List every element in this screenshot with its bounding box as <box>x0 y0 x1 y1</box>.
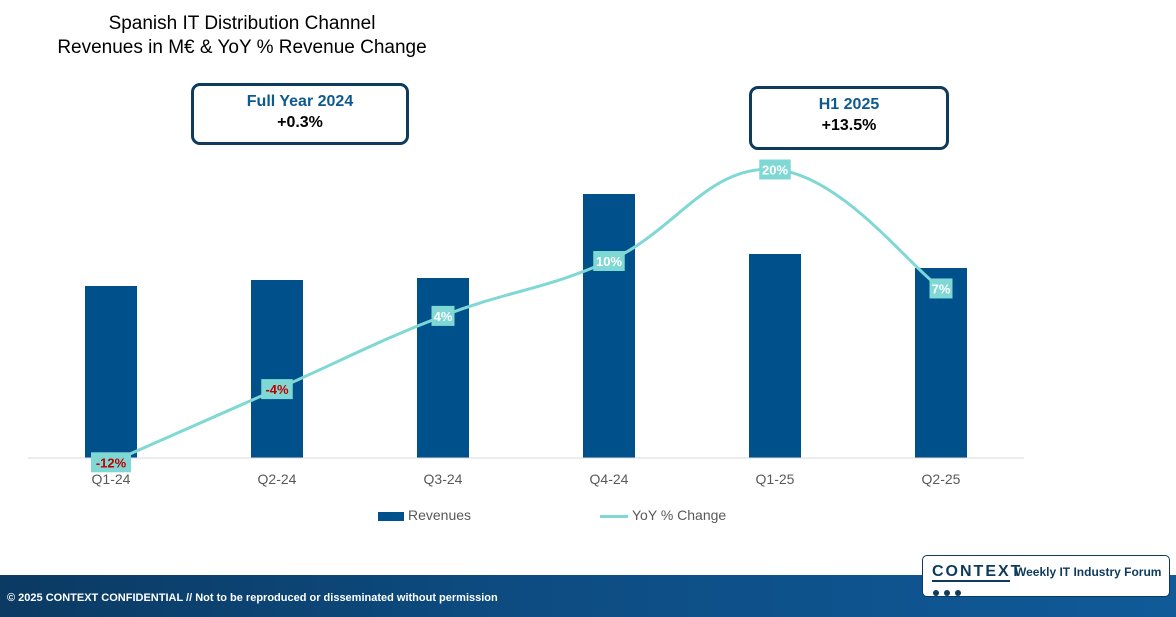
logo-dots-icon <box>933 583 966 601</box>
yoy-data-label: 20% <box>762 163 788 178</box>
legend-item-yoy: YoY % Change <box>600 507 726 523</box>
logo-underline <box>932 580 1010 582</box>
callout-title: H1 2025 <box>818 96 880 113</box>
callout-title: Full Year 2024 <box>246 93 354 110</box>
x-tick-label: Q4-24 <box>590 471 629 487</box>
yoy-data-label: 7% <box>932 281 951 296</box>
callout-value: +0.3% <box>277 114 323 131</box>
yoy-data-label: -4% <box>265 382 289 397</box>
revenue-bar <box>583 194 635 458</box>
revenue-bar <box>749 254 801 458</box>
callout-full-year-2024: Full Year 2024 +0.3% <box>191 83 409 145</box>
callout-h1-2025: H1 2025 +13.5% <box>749 86 949 150</box>
yoy-label-box <box>261 379 293 400</box>
revenue-bar <box>915 268 967 458</box>
title-line-1: Spanish IT Distribution Channel <box>108 13 376 34</box>
legend-label: YoY % Change <box>632 507 727 523</box>
legend-swatch-line <box>600 514 628 518</box>
x-tick-label: Q2-24 <box>258 471 297 487</box>
revenue-bar <box>417 278 469 458</box>
yoy-label-box <box>929 278 953 299</box>
logo-tagline: Weekly IT Industry Forum <box>1015 565 1162 579</box>
chart-title: Spanish IT Distribution Channel Revenues… <box>40 12 444 60</box>
yoy-label-box <box>759 159 791 180</box>
yoy-data-label: -12% <box>96 455 127 470</box>
legend-swatch-bar <box>378 511 404 521</box>
legend-label: Revenues <box>408 507 472 523</box>
chart-canvas: Q1-24 Q2-24 Q3-24 Q4-24 Q1-25 Q2-25 -12% -4% 4% 1… <box>28 159 1024 487</box>
revenue-bar <box>251 280 303 458</box>
yoy-data-label: 4% <box>434 309 453 324</box>
x-tick-label: Q1-24 <box>92 471 131 487</box>
x-tick-label: Q3-24 <box>424 471 463 487</box>
yoy-data-label: 10% <box>596 254 622 269</box>
title-line-2: Revenues in M€ & YoY % Revenue Change <box>57 37 427 58</box>
yoy-label-box <box>431 305 455 326</box>
context-logo: CONTEXT Weekly IT Industry Forum <box>922 555 1170 597</box>
legend-item-revenues: Revenues <box>378 507 471 523</box>
yoy-label-box <box>593 251 625 271</box>
logo-wordmark: CONTEXT <box>932 563 1023 580</box>
callout-value: +13.5% <box>821 117 877 134</box>
confidentiality-notice: © 2025 CONTEXT CONFIDENTIAL // Not to be… <box>7 592 498 604</box>
yoy-line <box>110 167 942 464</box>
x-tick-label: Q2-25 <box>922 471 961 487</box>
x-tick-label: Q1-25 <box>756 471 795 487</box>
yoy-label-box <box>91 452 131 473</box>
revenue-bar <box>85 286 137 458</box>
